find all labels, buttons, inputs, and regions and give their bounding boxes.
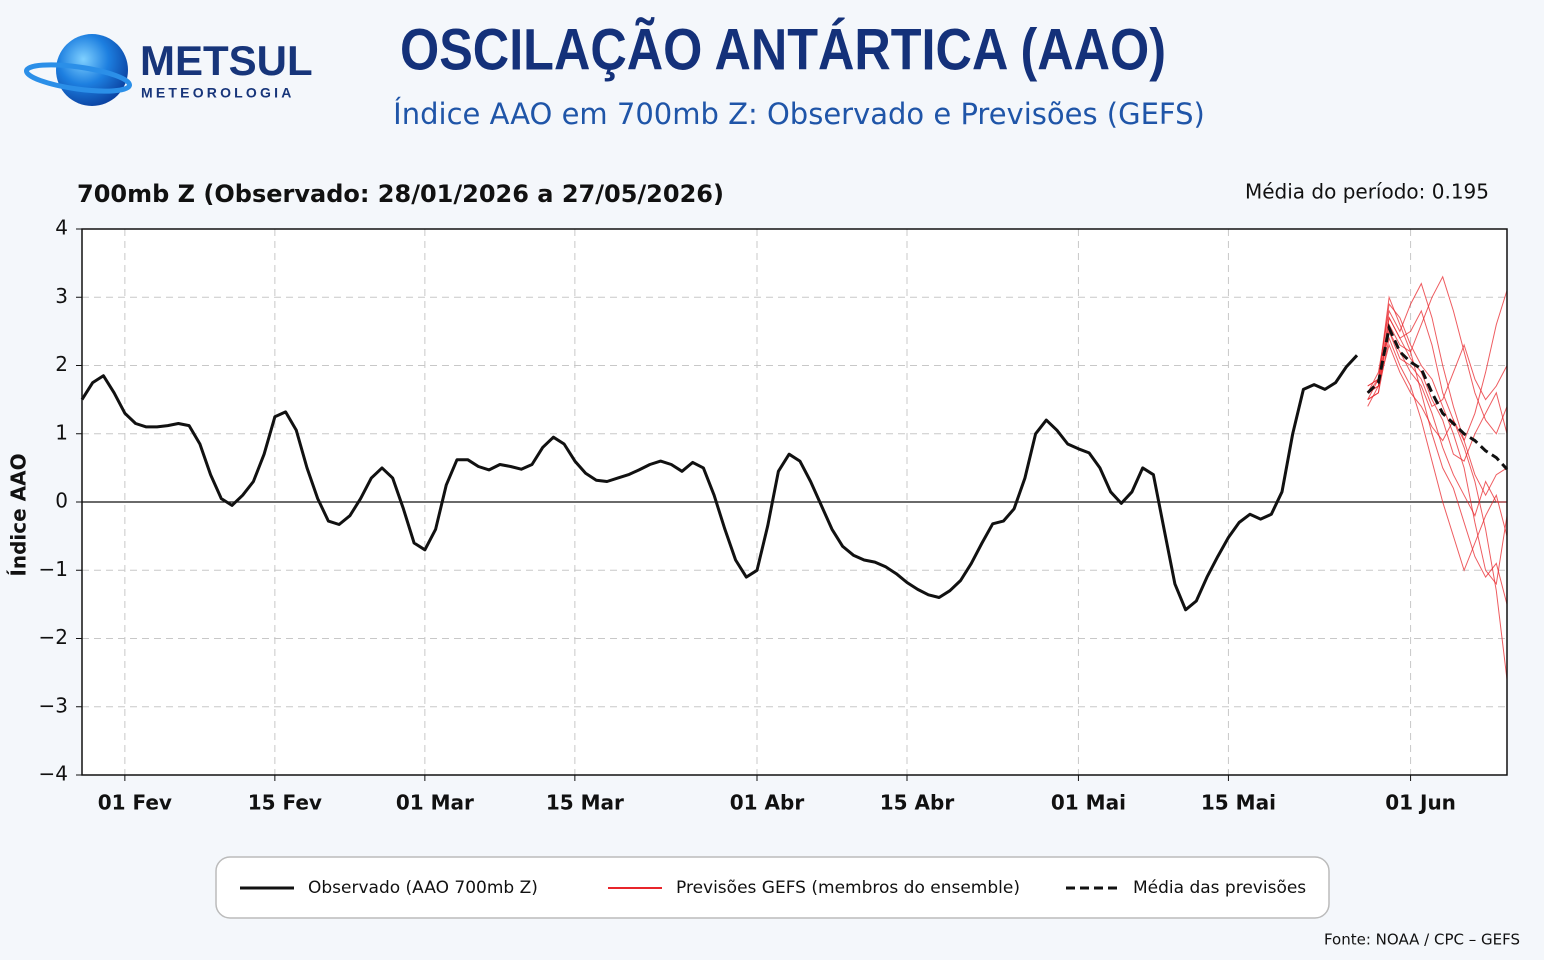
y-tick-label: 0 [55, 489, 68, 513]
y-tick-label: −2 [39, 625, 68, 649]
y-tick-label: 2 [55, 352, 68, 376]
y-tick-label: 4 [55, 216, 68, 240]
chart-title: OSCILAÇÃO ANTÁRTICA (AAO) [400, 17, 1166, 82]
ensemble-member [1367, 275, 1508, 435]
ensemble-member [1367, 302, 1508, 586]
ensemble-member [1367, 316, 1508, 462]
y-axis-label: Índice AAO [7, 453, 31, 576]
ensemble-member [1367, 295, 1508, 605]
plot-title: 700mb Z (Observado: 28/01/2026 a 27/05/2… [77, 180, 724, 208]
legend-box [215, 856, 1330, 919]
legend-label: Observado (AAO 700mb Z) [308, 878, 538, 898]
plot-frame [81, 228, 1508, 776]
logo-sub: METEOROLOGIA [141, 85, 295, 101]
y-tick-label: −3 [39, 693, 68, 717]
x-tick-label: 15 Fev [248, 791, 322, 815]
x-tick-label: 01 Fev [98, 791, 172, 815]
logo: METSUL METEOROLOGIA [23, 34, 313, 106]
logo-text: METSUL [140, 37, 313, 84]
x-tick-label: 15 Mai [1201, 791, 1276, 815]
y-tick-label: −1 [39, 557, 68, 581]
x-tick-label: 01 Abr [730, 791, 805, 815]
x-tick-label: 15 Mar [546, 791, 624, 815]
observed-line [80, 354, 1359, 612]
mean-line [1366, 323, 1509, 471]
x-tick-label: 01 Jun [1385, 791, 1456, 815]
legend-label: Média das previsões [1133, 878, 1306, 898]
chart-subtitle: Índice AAO em 700mb Z: Observado e Previ… [393, 97, 1205, 131]
y-tick-label: −4 [39, 762, 68, 786]
ensemble-member [1367, 343, 1508, 680]
legend-label: Previsões GEFS (membros do ensemble) [676, 878, 1020, 898]
x-tick-label: 01 Mar [396, 791, 474, 815]
source: Fonte: NOAA / CPC – GEFS [1324, 931, 1520, 949]
x-tick-label: 01 Mai [1051, 791, 1126, 815]
x-tick-label: 15 Abr [880, 791, 955, 815]
ensemble-member [1367, 282, 1508, 497]
annotation: Média do período: 0.195 [1245, 180, 1489, 204]
y-tick-label: 3 [55, 284, 68, 308]
y-tick-label: 1 [55, 420, 68, 444]
